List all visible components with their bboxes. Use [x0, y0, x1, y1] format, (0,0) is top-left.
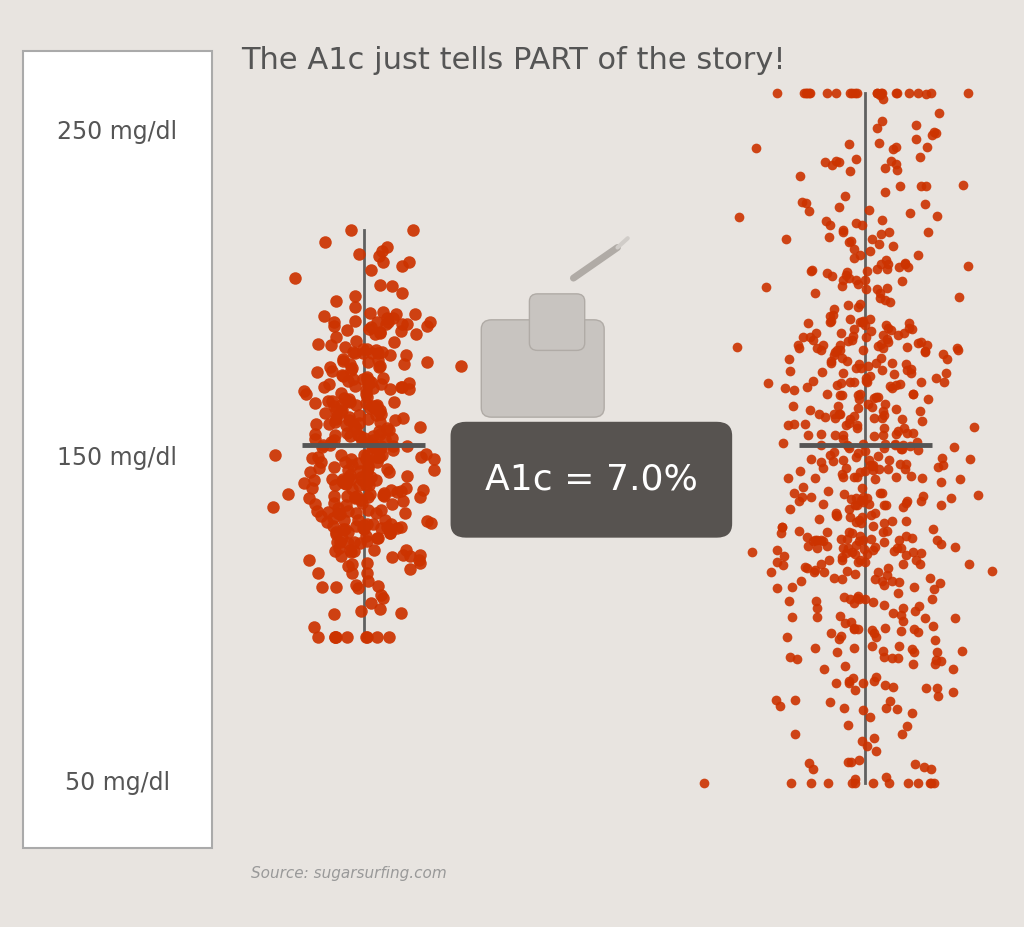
FancyBboxPatch shape [529, 294, 585, 350]
Text: Source: sugarsurfing.com: Source: sugarsurfing.com [251, 866, 446, 881]
Text: 150 mg/dl: 150 mg/dl [57, 446, 177, 470]
FancyBboxPatch shape [23, 51, 212, 848]
Text: The A1c just tells PART of the story!: The A1c just tells PART of the story! [241, 45, 785, 75]
FancyBboxPatch shape [451, 422, 732, 538]
Text: 50 mg/dl: 50 mg/dl [65, 771, 170, 795]
Text: 250 mg/dl: 250 mg/dl [57, 121, 177, 145]
Text: A1c = 7.0%: A1c = 7.0% [485, 463, 697, 497]
FancyBboxPatch shape [481, 320, 604, 417]
